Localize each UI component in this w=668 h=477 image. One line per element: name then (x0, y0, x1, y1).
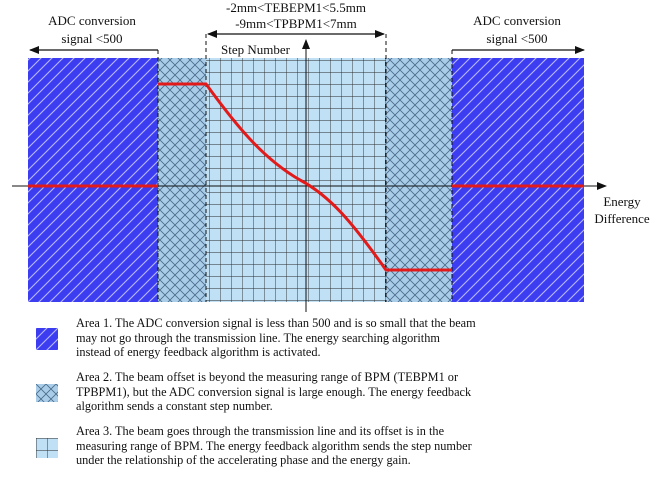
x-axis-label-line2: Difference (594, 211, 650, 226)
legend-text-area1: Area 1. The ADC conversion signal is les… (76, 316, 646, 360)
region-boundaries (157, 34, 453, 302)
left-label-line1: ADC conversion (48, 13, 136, 28)
area2-swatch-icon (36, 384, 58, 402)
center-range-line1: -2mm<TEBEPM1<5.5mm (226, 0, 366, 15)
legend-line: instead of energy feedback algorithm is … (76, 345, 321, 360)
energy-feedback-diagram: ADC conversion signal <500 ADC conversio… (12, 0, 650, 312)
legend-line: algorithm sends a constant step number. (76, 399, 273, 414)
step-number-curve (28, 82, 584, 272)
area1-swatch-icon (36, 328, 58, 350)
area3-region (206, 58, 386, 302)
y-axis-label-background (218, 42, 300, 57)
legend-line: Area 2. The beam offset is beyond the me… (76, 370, 459, 384)
left-label-line2: signal <500 (61, 31, 122, 46)
right-label-line2: signal <500 (486, 31, 547, 46)
legend-line: measuring range of BPM. The energy feedb… (76, 438, 472, 453)
legend-line: under the relationship of the accelerati… (76, 453, 411, 468)
legend-text-area3: Area 3. The beam goes through the transm… (76, 424, 646, 468)
legend-line: Area 1. The ADC conversion signal is les… (76, 316, 476, 330)
area3-swatch-icon (36, 438, 58, 458)
area1-left-region (28, 58, 158, 302)
center-range-line2: -9mm<TPBPM1<7mm (235, 16, 357, 31)
x-axis-label-line1: Energy (603, 194, 641, 209)
legend-line: Area 3. The beam goes through the transm… (76, 424, 445, 438)
legend-text-area2: Area 2. The beam offset is beyond the me… (76, 370, 646, 414)
y-axis-label: Step Number (221, 42, 291, 57)
area2-right-region (386, 58, 452, 302)
area1-right-region (452, 58, 584, 302)
legend-line: may not go through the transmission line… (76, 330, 440, 345)
legend-line: TPBPM1), but the ADC conversion signal i… (76, 384, 472, 399)
area2-left-region (158, 58, 206, 302)
right-label-line1: ADC conversion (473, 13, 561, 28)
